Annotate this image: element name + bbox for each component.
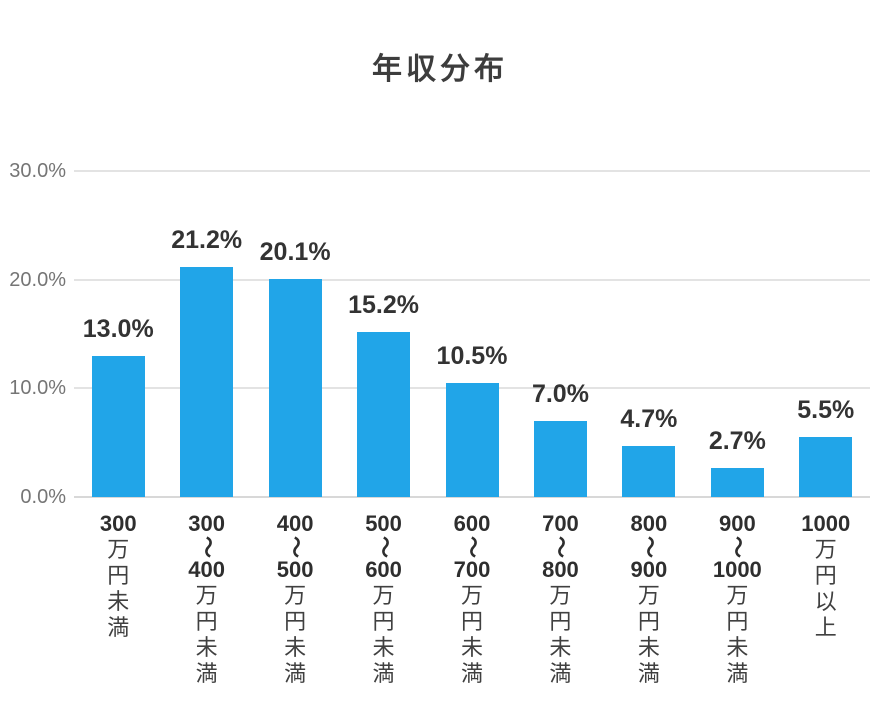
x-axis-category-label: 700 〜 800 万円未満 [517,511,603,687]
bar [710,468,764,497]
label-number: 400 [276,511,314,536]
x-axis-category-label: 1000 万円以上 [783,511,869,641]
chart-title: 年収分布 [372,53,508,86]
label-character: 満 [107,615,130,640]
label-number: 300 [99,511,137,536]
range-tilde: 〜 [548,535,574,559]
label-number: 400 [188,557,226,582]
range-tilde: 〜 [725,535,751,559]
x-axis-category-label: 500 〜 600 万円未満 [341,511,427,687]
label-character: 万 [549,583,572,608]
bar-value-label: 5.5% [797,396,855,424]
x-axis-category-label: 300 万円未満 [75,511,161,641]
label-character: 万 [460,583,483,608]
label-character: 円 [726,609,749,634]
x-axis-category-label: 600 〜 700 万円未満 [429,511,515,687]
label-character: 未 [726,635,749,660]
label-character: 満 [637,661,660,686]
label-character: 円 [637,609,660,634]
label-number: 1000 [712,557,762,582]
range-tilde: 〜 [459,535,485,559]
label-character: 万 [372,583,395,608]
label-number: 600 [453,511,491,536]
label-character: 満 [460,661,483,686]
y-tick-label: 30.0% [9,160,66,182]
y-tick-label: 10.0% [9,377,66,400]
label-character: 満 [549,661,572,686]
label-character: 満 [284,661,307,686]
label-character: 未 [460,635,483,660]
gridline [74,170,870,172]
range-tilde: 〜 [371,535,397,559]
x-axis-category-label: 800 〜 900 万円未満 [606,511,692,687]
label-number: 300 [188,511,226,536]
bar-value-label: 21.2% [171,226,243,254]
label-number: 1000 [801,511,851,536]
x-axis-category-label: 300 〜 400 万円未満 [164,511,250,687]
y-tick-label: 20.0% [9,268,66,291]
bar [533,421,587,497]
label-character: 未 [549,635,572,660]
gridline [74,278,870,281]
label-character: 万 [637,583,660,608]
label-character: 万 [107,537,130,562]
label-number: 800 [630,511,668,536]
label-character: 未 [195,635,218,660]
label-character: 円 [107,563,130,588]
label-number: 700 [542,511,579,536]
bar [799,437,853,497]
range-tilde: 〜 [194,535,220,559]
bar [180,267,234,497]
bar-value-label: 13.0% [82,315,154,343]
label-character: 円 [195,609,218,634]
bar-value-label: 10.5% [436,342,508,370]
bar [445,383,499,497]
label-character: 以 [814,589,837,614]
label-number: 900 [630,557,668,582]
y-tick-label: 0.0% [20,486,66,508]
bar [268,279,322,497]
label-number: 800 [542,557,579,582]
bar-value-label: 15.2% [348,291,419,319]
label-character: 万 [195,583,218,608]
label-character: 未 [107,589,130,614]
bar-value-label: 7.0% [531,380,589,408]
label-character: 上 [814,615,837,640]
label-character: 円 [284,609,307,634]
label-character: 万 [814,537,837,562]
label-number: 500 [276,557,314,582]
label-number: 500 [365,511,402,536]
label-number: 700 [453,557,491,582]
bar [91,356,145,497]
x-axis-category-label: 900 〜 1000 万円未満 [694,511,780,687]
label-number: 900 [718,511,756,536]
plot-area: 13.0% 21.2% 20.1% 15.2% 10.5% 7.0% 4.7% 2.7% 5.5… [74,171,870,497]
label-character: 未 [372,635,395,660]
label-character: 円 [372,609,395,634]
bar [357,332,411,497]
label-number: 600 [365,557,402,582]
range-tilde: 〜 [283,535,309,559]
label-character: 円 [814,563,837,588]
label-character: 万 [726,583,749,608]
bar [622,446,676,497]
label-character: 円 [460,609,483,634]
x-axis-category-label: 400 〜 500 万円未満 [252,511,338,687]
label-character: 満 [195,661,218,686]
label-character: 未 [284,635,307,660]
bar-value-label: 20.1% [259,238,331,266]
label-character: 満 [372,661,395,686]
label-character: 円 [549,609,572,634]
label-character: 未 [637,635,660,660]
x-axis-baseline [74,496,870,498]
bar-value-label: 4.7% [620,405,678,433]
label-character: 万 [284,583,307,608]
label-character: 満 [726,661,749,686]
bar-value-label: 2.7% [708,427,766,455]
range-tilde: 〜 [636,535,662,559]
